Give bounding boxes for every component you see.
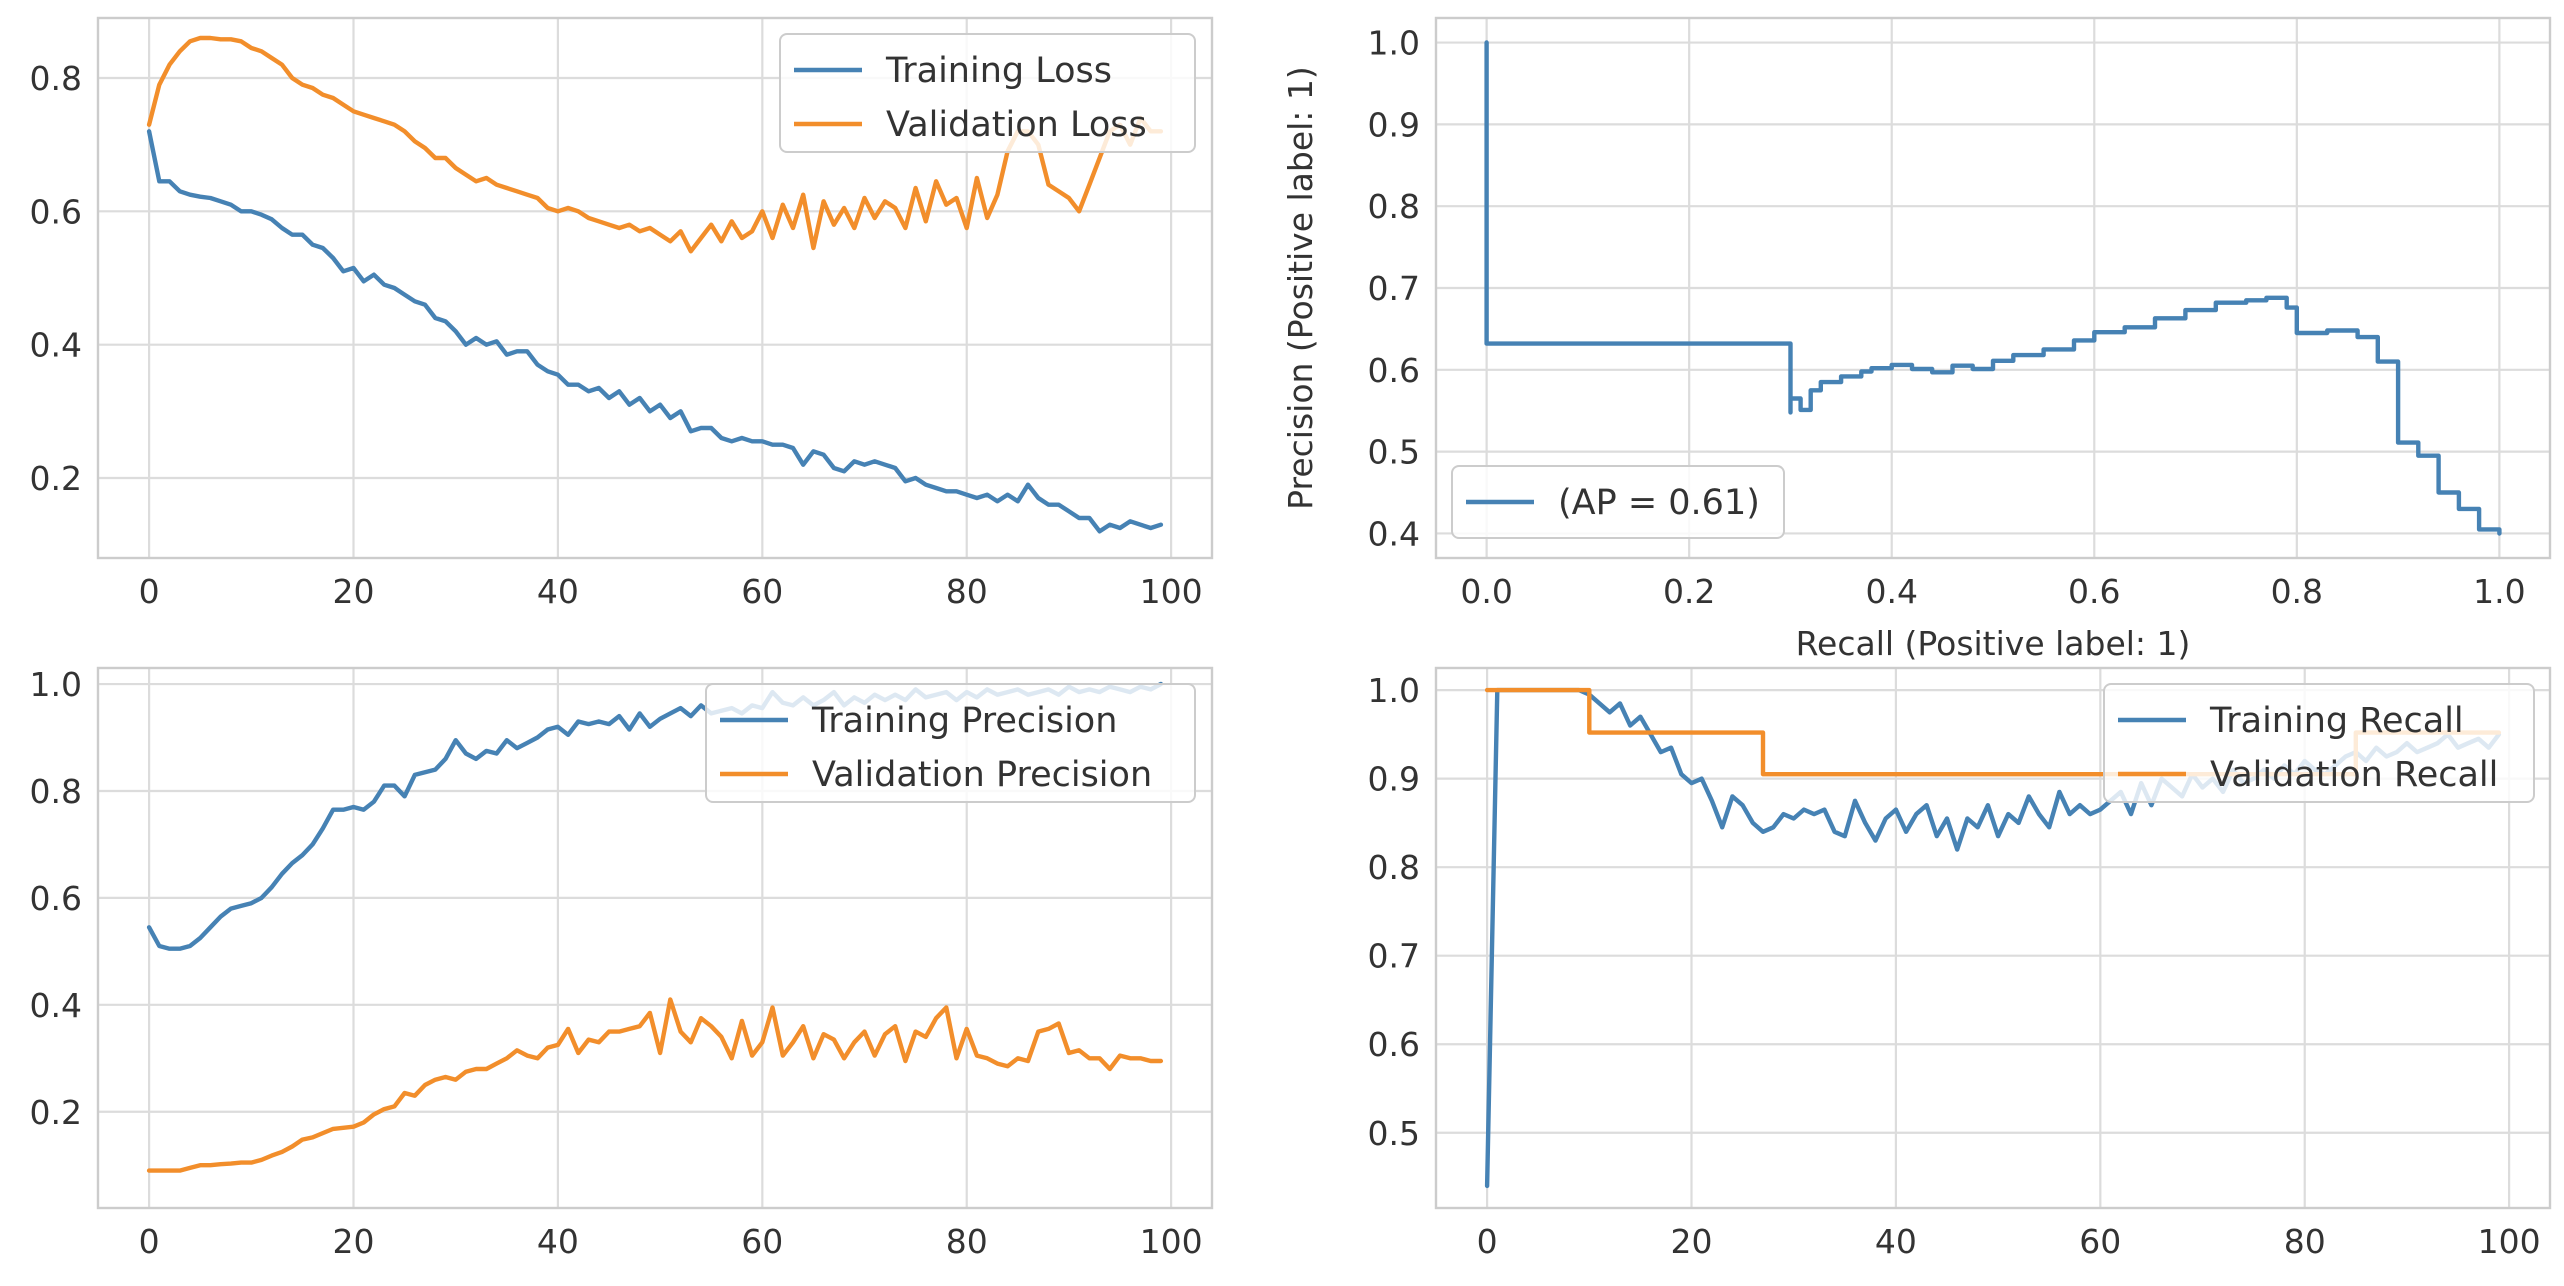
x-tick-label: 1.0 (2473, 572, 2525, 611)
series-line-ap-0-61 (1484, 40, 2502, 536)
y-tick-label: 0.4 (30, 986, 82, 1025)
y-tick-label: 0.8 (1368, 187, 1420, 226)
y-tick-label: 0.6 (1368, 1025, 1420, 1064)
y-tick-label: 0.4 (1368, 514, 1420, 553)
legend-label: Training Recall (2209, 701, 2464, 741)
x-tick-label: 20 (1671, 1222, 1713, 1261)
x-axis-label: Recall (Positive label: 1) (1796, 624, 2191, 663)
legend-label: Training Precision (811, 701, 1117, 741)
x-tick-label: 40 (537, 1222, 579, 1261)
y-tick-label: 0.2 (30, 459, 82, 498)
x-tick-label: 80 (946, 1222, 988, 1261)
y-tick-label: 0.9 (1368, 760, 1420, 799)
x-tick-label: 20 (333, 1222, 375, 1261)
y-tick-label: 1.0 (1368, 671, 1420, 710)
legend-label: Validation Loss (886, 105, 1147, 145)
y-tick-label: 0.2 (30, 1093, 82, 1132)
series-line-validation-precision (146, 997, 1164, 1173)
y-tick-label: 1.0 (1368, 24, 1420, 63)
legend-label: Training Loss (885, 51, 1112, 91)
chart-panel-precision: 0 20 40 60 80 100 0.2 0.4 0.6 0.8 1.0 Training Prec… (30, 665, 1214, 1261)
x-tick-label: 40 (537, 572, 579, 611)
x-tick-label: 100 (1140, 572, 1203, 611)
x-tick-label: 100 (2478, 1222, 2541, 1261)
legend-label: Validation Recall (2210, 755, 2498, 795)
y-tick-label: 0.8 (30, 59, 82, 98)
x-tick-label: 0.2 (1663, 572, 1715, 611)
x-tick-label: 80 (946, 572, 988, 611)
y-tick-label: 0.7 (1368, 937, 1420, 976)
x-tick-label: 0.0 (1460, 572, 1512, 611)
x-tick-label: 0 (139, 1222, 160, 1261)
y-tick-label: 0.8 (1368, 848, 1420, 887)
axes-frame (1434, 666, 2552, 1210)
x-tick-label: 40 (1875, 1222, 1917, 1261)
series-line-validation-loss (146, 35, 1164, 254)
x-tick-label: 20 (333, 572, 375, 611)
y-tick-label: 0.4 (30, 326, 82, 365)
legend: Training Precision Validation Precision (705, 683, 1196, 803)
y-tick-label: 0.6 (30, 879, 82, 918)
legend-box (1451, 465, 1785, 539)
x-tick-label: 60 (741, 1222, 783, 1261)
x-tick-label: 0.6 (2068, 572, 2120, 611)
x-tick-label: 100 (1140, 1222, 1203, 1261)
legend: Training Recall Validation Recall (2103, 683, 2535, 803)
y-tick-label: 0.5 (1368, 1114, 1420, 1153)
y-tick-label: 0.6 (30, 192, 82, 231)
chart-panel-precision-recall: 0.0 0.2 0.4 0.6 0.8 1.0 0.4 0.5 0.6 0.7 0.8 0.9 1.0 R… (1281, 16, 2552, 663)
legend: (AP = 0.61) (1451, 465, 1785, 539)
x-tick-label: 60 (741, 572, 783, 611)
axes-frame (1434, 16, 2552, 560)
x-tick-label: 0 (139, 572, 160, 611)
legend: Training Loss Validation Loss (779, 33, 1196, 153)
y-tick-label: 0.6 (1368, 351, 1420, 390)
legend-label: (AP = 0.61) (1558, 483, 1760, 523)
legend-label: Validation Precision (812, 755, 1152, 795)
chart-panel-recall: 0 20 40 60 80 100 0.5 0.6 0.7 0.8 0.9 1.0 Training R… (1368, 666, 2552, 1261)
y-tick-label: 0.7 (1368, 269, 1420, 308)
x-tick-label: 0.8 (2271, 572, 2323, 611)
axes-frame (96, 666, 1214, 1210)
legend-box (705, 683, 1196, 803)
y-tick-label: 0.8 (30, 772, 82, 811)
legend-box (2103, 683, 2535, 803)
y-tick-label: 1.0 (30, 665, 82, 704)
chart-panel-loss: 0 20 40 60 80 100 0.2 0.4 0.6 0.8 Training Loss Val… (30, 16, 1214, 611)
x-tick-label: 0 (1477, 1222, 1498, 1261)
x-tick-label: 80 (2284, 1222, 2326, 1261)
x-tick-label: 0.4 (1865, 572, 1917, 611)
legend-box (779, 33, 1196, 153)
y-axis-label: Precision (Positive label: 1) (1281, 66, 1320, 510)
y-tick-label: 0.5 (1368, 433, 1420, 472)
axes-frame (96, 16, 1214, 560)
y-tick-label: 0.9 (1368, 105, 1420, 144)
series-line-training-loss (146, 129, 1164, 534)
x-tick-label: 60 (2079, 1222, 2121, 1261)
